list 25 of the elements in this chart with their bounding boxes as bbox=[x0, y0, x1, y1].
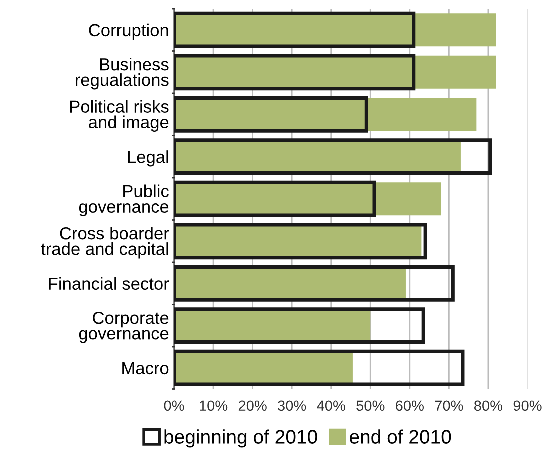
x-tick-label: 40% bbox=[317, 400, 346, 412]
bar bbox=[174, 14, 496, 47]
y-tick-label: Public governance bbox=[79, 184, 169, 216]
bar bbox=[174, 98, 477, 132]
y-tick-label: Corruption bbox=[89, 24, 168, 40]
bar bbox=[174, 56, 496, 89]
y-tick-label: Cross boarder trade and capital bbox=[41, 226, 170, 259]
y-tick-label: Financial sector bbox=[49, 277, 170, 290]
legend-label: beginning of 2010 bbox=[164, 430, 318, 448]
bar bbox=[174, 182, 442, 216]
y-tick-label: Corporate governance bbox=[79, 312, 169, 344]
y-tick-label: Business regualations bbox=[76, 58, 169, 90]
legend-label: end of 2010 bbox=[350, 430, 452, 444]
x-tick-label: 70% bbox=[435, 400, 464, 412]
x-tick-label: 30% bbox=[278, 400, 306, 412]
x-tick-label: 80% bbox=[474, 400, 503, 412]
y-tick-label: Legal bbox=[128, 150, 168, 167]
y-tick-label: Macro bbox=[122, 362, 169, 375]
x-tick-label: 60% bbox=[396, 400, 424, 412]
x-tick-label: 20% bbox=[238, 400, 267, 412]
x-tick-label: 10% bbox=[200, 400, 228, 412]
x-tick-label: 0% bbox=[164, 400, 184, 412]
x-tick-label: 50% bbox=[356, 400, 385, 412]
x-tick-label: 90% bbox=[514, 400, 542, 412]
y-tick-label: Political risks and image bbox=[70, 100, 169, 132]
